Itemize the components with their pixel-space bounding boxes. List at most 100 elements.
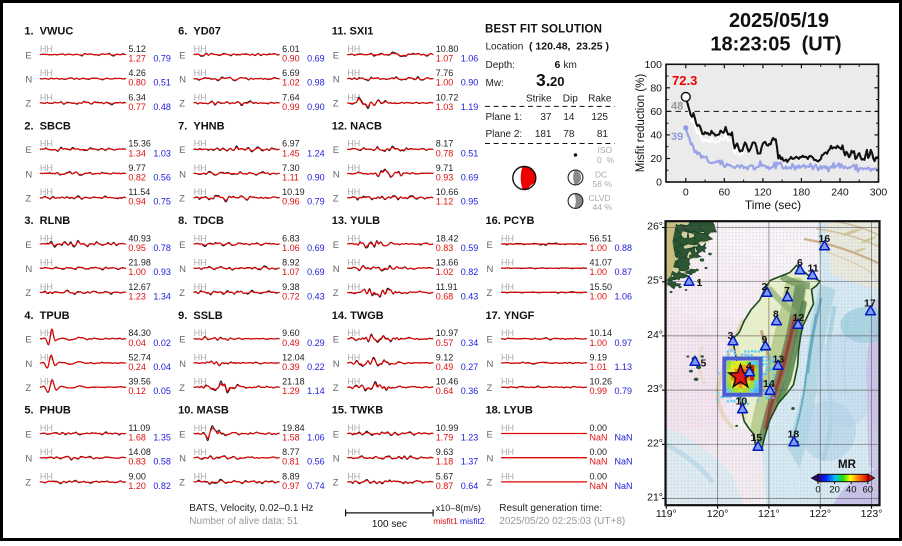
svg-text:0.00: 0.00	[590, 423, 608, 433]
svg-text:12.67: 12.67	[128, 282, 151, 292]
svg-text:1.00: 1.00	[436, 78, 454, 88]
svg-text:0.87: 0.87	[436, 481, 454, 491]
svg-text:8.77: 8.77	[282, 447, 300, 457]
svg-text:56.51: 56.51	[590, 233, 613, 243]
svg-text:Z: Z	[25, 478, 31, 489]
svg-text:0.69: 0.69	[461, 172, 479, 182]
svg-text:1.34: 1.34	[128, 148, 146, 158]
svg-text:100 sec: 100 sec	[372, 519, 407, 530]
svg-text:10.46: 10.46	[436, 377, 459, 387]
svg-text:0.98: 0.98	[307, 78, 325, 88]
svg-text:6.83: 6.83	[282, 233, 300, 243]
svg-text:1.07: 1.07	[282, 267, 300, 277]
svg-text:9.12: 9.12	[436, 352, 454, 362]
svg-text:Z: Z	[179, 99, 185, 110]
svg-text:25°: 25°	[647, 275, 663, 287]
svg-text:x10–8(m/s): x10–8(m/s)	[436, 503, 481, 513]
svg-text:2: 2	[762, 281, 768, 293]
svg-text:HH: HH	[40, 187, 53, 197]
svg-text:Plane 1:: Plane 1:	[486, 112, 523, 123]
svg-text:HH: HH	[40, 139, 53, 149]
svg-text:N: N	[179, 359, 186, 370]
svg-text:HH: HH	[347, 68, 360, 78]
svg-text:E: E	[25, 50, 31, 61]
svg-text:13.66: 13.66	[436, 258, 459, 268]
svg-text:81: 81	[597, 129, 609, 140]
svg-text:3: 3	[728, 330, 734, 342]
svg-text:9.60: 9.60	[282, 328, 300, 338]
svg-text:CLVD: CLVD	[589, 193, 611, 203]
svg-text:2025/05/20 02:25:03 (UT+8): 2025/05/20 02:25:03 (UT+8)	[499, 516, 625, 527]
svg-text:Z: Z	[179, 383, 185, 394]
svg-text:0 %: 0 %	[597, 155, 614, 165]
svg-text:N: N	[333, 75, 340, 86]
svg-text:17: 17	[864, 298, 876, 310]
svg-text:ISO: ISO	[598, 145, 613, 155]
svg-text:Z: Z	[25, 99, 31, 110]
svg-text:HH: HH	[194, 471, 207, 481]
svg-text:1.24: 1.24	[307, 148, 325, 158]
svg-text:5. PHUB: 5. PHUB	[24, 405, 71, 417]
svg-text:120: 120	[754, 187, 772, 199]
svg-text:Z: Z	[487, 478, 493, 489]
svg-text:Plane 2:: Plane 2:	[486, 129, 523, 140]
svg-text:0.68: 0.68	[436, 291, 454, 301]
svg-text:E: E	[487, 240, 493, 251]
svg-text:0.88: 0.88	[615, 243, 633, 253]
svg-text:E: E	[333, 240, 339, 251]
svg-text:0.94: 0.94	[128, 197, 146, 207]
svg-text:Z: Z	[333, 383, 339, 394]
svg-text:Z: Z	[25, 288, 31, 299]
svg-text:18: 18	[788, 429, 800, 441]
svg-text:N: N	[333, 169, 340, 180]
svg-text:6. YD07: 6. YD07	[178, 26, 221, 38]
svg-text:HH: HH	[194, 258, 207, 268]
svg-text:km: km	[564, 60, 577, 71]
svg-text:15.50: 15.50	[590, 282, 613, 292]
svg-text:0.87: 0.87	[615, 267, 633, 277]
svg-text:HH: HH	[347, 352, 360, 362]
svg-text:N: N	[25, 169, 32, 180]
svg-text:HH: HH	[194, 282, 207, 292]
svg-text:Location: Location	[486, 42, 524, 53]
svg-text:1.79: 1.79	[436, 433, 454, 443]
svg-text:0.77: 0.77	[128, 102, 146, 112]
svg-text:10.14: 10.14	[590, 328, 613, 338]
svg-text:10.99: 10.99	[436, 423, 459, 433]
svg-text:0.58: 0.58	[153, 457, 171, 467]
svg-text:9.00: 9.00	[128, 471, 146, 481]
svg-text:1.03: 1.03	[436, 102, 454, 112]
svg-text:HH: HH	[40, 282, 53, 292]
svg-text:60: 60	[863, 485, 874, 496]
svg-text:41.07: 41.07	[590, 258, 613, 268]
svg-text:1.06: 1.06	[461, 54, 479, 64]
svg-text:N: N	[333, 454, 340, 465]
svg-text:E: E	[25, 335, 31, 346]
svg-text:1.00: 1.00	[590, 243, 608, 253]
svg-text:0.93: 0.93	[153, 267, 171, 277]
svg-text:19.84: 19.84	[282, 423, 305, 433]
svg-text:1: 1	[697, 277, 703, 289]
svg-text:0.74: 0.74	[307, 481, 325, 491]
svg-text:E: E	[25, 240, 31, 251]
svg-text:0.97: 0.97	[282, 481, 300, 491]
svg-text:6.34: 6.34	[128, 92, 146, 102]
svg-text:181: 181	[535, 129, 552, 140]
svg-text:10. MASB: 10. MASB	[178, 405, 229, 417]
svg-text:HH: HH	[194, 328, 207, 338]
svg-text:1.11: 1.11	[282, 172, 299, 182]
svg-text:Z: Z	[333, 193, 339, 204]
svg-text:240: 240	[831, 187, 849, 199]
svg-text:18. LYUB: 18. LYUB	[486, 405, 533, 417]
svg-text:Z: Z	[333, 288, 339, 299]
svg-text:22°: 22°	[647, 437, 663, 449]
svg-text:119°: 119°	[656, 508, 677, 520]
svg-text:7.30: 7.30	[282, 163, 300, 173]
svg-text:0.75: 0.75	[153, 197, 171, 207]
svg-text:123°: 123°	[861, 508, 883, 520]
svg-text:4. TPUB: 4. TPUB	[24, 310, 69, 322]
svg-text:Z: Z	[179, 193, 185, 204]
svg-text:HH: HH	[347, 44, 360, 54]
svg-text:0.29: 0.29	[307, 338, 325, 348]
svg-text:0.90: 0.90	[282, 54, 300, 64]
